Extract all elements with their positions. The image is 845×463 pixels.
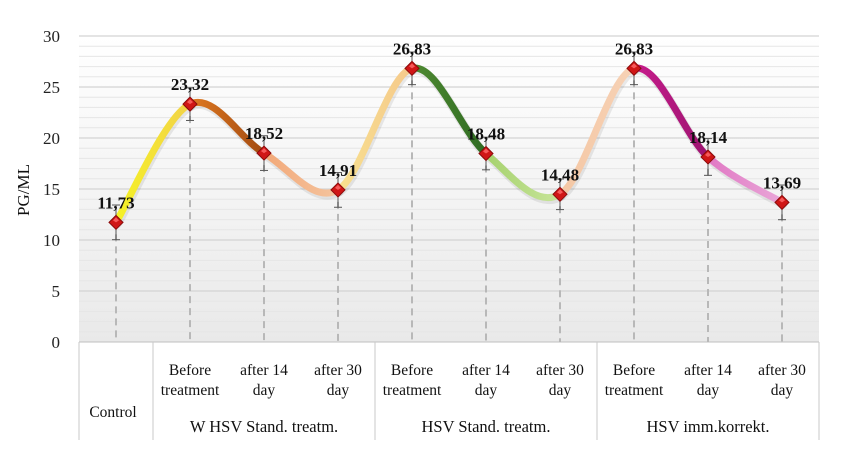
category-label: day [327, 382, 350, 399]
category-label: day [549, 382, 572, 399]
data-point-highlight [483, 148, 489, 154]
category-label: Before [391, 362, 433, 379]
y-tick-label: 10 [43, 231, 60, 250]
category-label: treatment [605, 382, 664, 399]
series-line-segment [482, 150, 564, 202]
data-point-highlight [409, 63, 415, 69]
data-label: 14,48 [541, 165, 579, 184]
data-label: 26,83 [615, 39, 653, 58]
category-label: Control [89, 404, 136, 421]
data-point-highlight [705, 151, 711, 157]
y-tick-label: 15 [43, 180, 60, 199]
category-label: treatment [161, 382, 220, 399]
y-tick-label: 30 [43, 27, 60, 46]
data-point-highlight [779, 197, 785, 203]
data-label: 18,52 [245, 124, 283, 143]
data-label: 11,73 [97, 193, 134, 212]
series-line-segment [186, 98, 268, 157]
data-point-highlight [557, 189, 563, 195]
group-label: HSV imm.korrekt. [647, 417, 770, 436]
y-tick-label: 25 [43, 78, 60, 97]
category-label: day [771, 382, 794, 399]
y-tick-label: 0 [52, 333, 61, 352]
category-label: after 14 [684, 362, 732, 379]
category-label: day [475, 382, 498, 399]
data-label: 13,69 [763, 173, 801, 192]
data-label: 18,14 [689, 128, 728, 147]
series-line-segment [260, 149, 342, 197]
y-axis-title: PG/ML [14, 164, 33, 216]
category-label: after 30 [314, 362, 362, 379]
data-label: 18,48 [467, 125, 505, 144]
category-label: day [253, 382, 276, 399]
category-label: after 14 [462, 362, 510, 379]
data-point-highlight [631, 63, 637, 69]
data-label: 26,83 [393, 39, 431, 58]
series-line-segment [556, 64, 638, 198]
group-label: HSV Stand. treatm. [422, 417, 551, 436]
series-line-segment [112, 100, 194, 226]
data-point-highlight [261, 148, 267, 154]
series-line-segment [630, 64, 712, 161]
data-point-highlight [335, 184, 341, 190]
category-label: Before [613, 362, 655, 379]
category-label: Before [169, 362, 211, 379]
data-label: 14,91 [319, 161, 357, 180]
series-line-segment [334, 64, 416, 194]
group-label: W HSV Stand. treatm. [190, 417, 338, 436]
category-label: day [697, 382, 720, 399]
data-point-highlight [113, 217, 119, 223]
category-label: after 30 [758, 362, 806, 379]
category-label: after 30 [536, 362, 584, 379]
y-tick-label: 5 [52, 282, 61, 301]
category-label: after 14 [240, 362, 288, 379]
data-point-highlight [187, 99, 193, 105]
data-label: 23,32 [171, 75, 209, 94]
category-label: treatment [383, 382, 442, 399]
series-line-segment [408, 64, 490, 158]
y-tick-label: 20 [43, 129, 60, 148]
